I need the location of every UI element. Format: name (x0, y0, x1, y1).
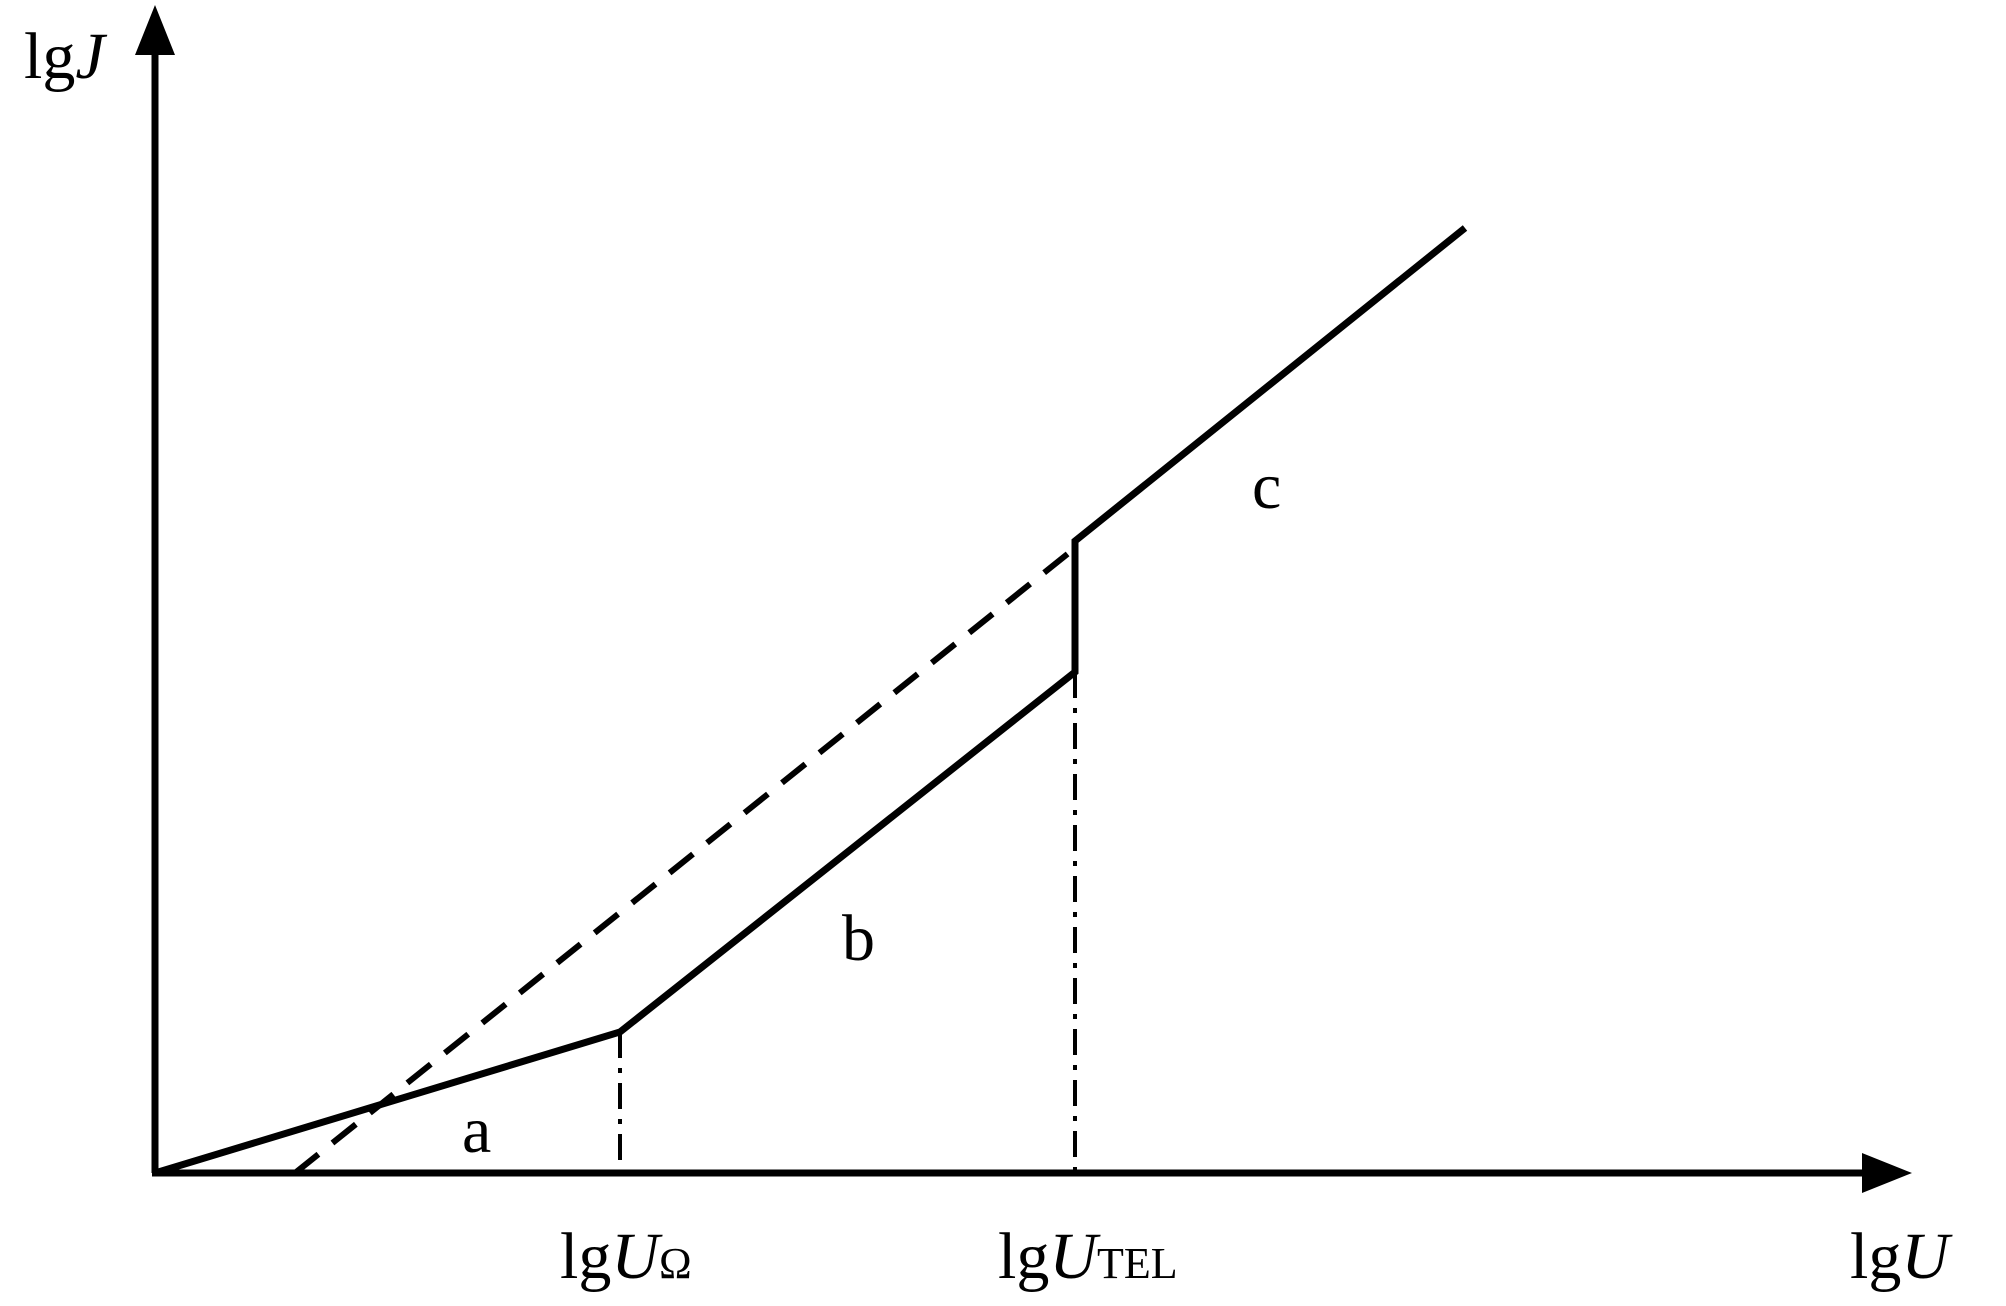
region-c-label: c (1252, 450, 1281, 523)
x-axis-label-prefix: lg (1850, 1220, 1901, 1293)
y-axis-label-var: J (75, 20, 107, 93)
y-axis-arrowhead (135, 5, 175, 55)
u-omega-label-prefix: lg (560, 1220, 611, 1293)
u-tel-label: lgUTEL (998, 1220, 1178, 1293)
u-tel-label-sub: TEL (1097, 1239, 1178, 1288)
dashed-reference-line (293, 545, 1077, 1176)
jv-curve (153, 225, 1468, 1177)
u-tel-label-var: U (1049, 1220, 1101, 1293)
u-omega-label: lgUΩ (560, 1220, 692, 1293)
x-axis-arrowhead (1862, 1153, 1912, 1193)
region-b-label: b (842, 902, 875, 975)
u-tel-label-prefix: lg (998, 1220, 1049, 1293)
x-axis-label: lgU (1850, 1220, 1953, 1293)
region-a-label: a (462, 1094, 491, 1167)
y-axis-label: lgJ (24, 20, 107, 93)
u-omega-label-var: U (611, 1220, 663, 1293)
u-omega-label-sub: Ω (659, 1239, 692, 1288)
y-axis-label-prefix: lg (24, 20, 75, 93)
x-axis-label-var: U (1901, 1220, 1953, 1293)
